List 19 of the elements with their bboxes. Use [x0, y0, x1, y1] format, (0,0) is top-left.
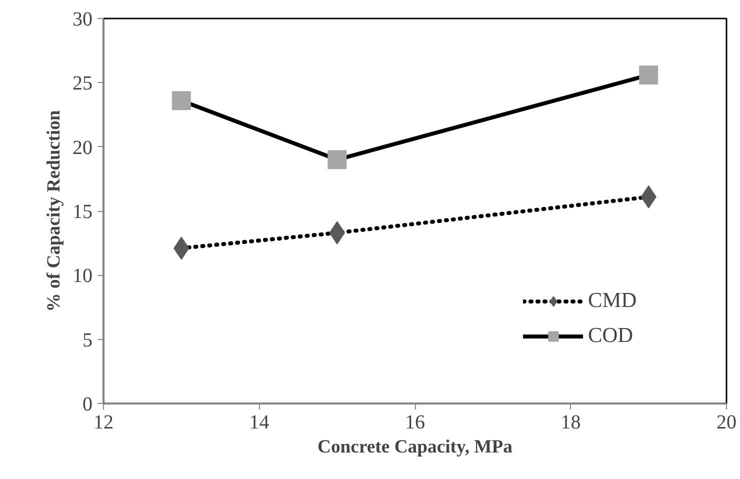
y-tick-label: 25: [72, 72, 92, 95]
y-axis-title: % of Capacity Reduction: [44, 110, 64, 312]
point: [639, 65, 658, 84]
y-tick-label: 20: [72, 136, 92, 159]
y-tick-label: 5: [82, 329, 92, 352]
x-tick-label: 14: [249, 412, 270, 434]
y-tick-label: 10: [72, 265, 92, 288]
y-tick-label: 30: [72, 8, 92, 30]
legend-label: CMD: [588, 288, 637, 313]
point: [328, 150, 347, 170]
legend-label: COD: [588, 323, 634, 348]
x-tick-label: 20: [716, 412, 736, 434]
x-tick-label: 12: [94, 412, 114, 434]
y-tick-label: 0: [82, 394, 92, 416]
y-tick-label: 15: [72, 201, 92, 223]
x-tick-label: 16: [405, 412, 425, 434]
x-tick-label: 18: [560, 412, 581, 434]
point: [172, 91, 191, 110]
x-axis-title: Concrete Capacity, MPa: [318, 436, 514, 458]
